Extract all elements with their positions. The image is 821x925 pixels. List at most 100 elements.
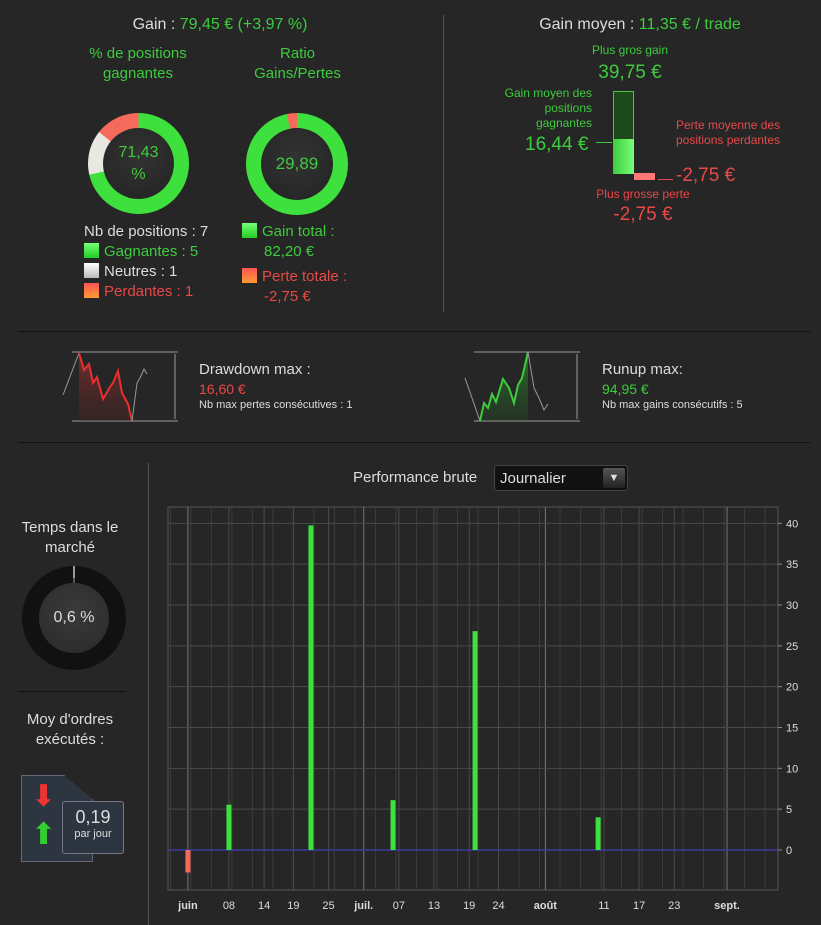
arrow-up-icon: ⬆ — [31, 818, 57, 851]
x-tick-label: sept. — [714, 900, 740, 912]
y-tick-label: 40 — [786, 518, 798, 530]
drawdown-info: Drawdown max : 16,60 € Nb max pertes con… — [199, 361, 352, 411]
divider — [148, 463, 149, 925]
avg-gain-label: Gain moyen : — [539, 16, 635, 33]
win-pct-donut: 71,43 % — [88, 113, 189, 214]
y-tick-label: 0 — [786, 845, 792, 857]
totals-legend: Gain total : 82,20 € Perte totale : -2,7… — [242, 222, 347, 307]
y-tick-label: 30 — [786, 600, 798, 612]
white-swatch-icon — [84, 263, 99, 278]
x-tick-label: 11 — [598, 900, 609, 912]
runup-value: 94,95 € — [602, 381, 649, 397]
x-tick-label: juil. — [353, 900, 373, 912]
green-swatch-icon — [242, 223, 257, 238]
perdantes-label: Perdantes : 1 — [104, 283, 194, 300]
x-tick-label: juin — [177, 900, 198, 912]
period-select-value: Journalier — [500, 470, 566, 487]
runup-label: Runup max: — [602, 361, 683, 378]
avg-win-value: 16,44 € — [525, 134, 589, 155]
x-tick-label: 23 — [668, 900, 680, 912]
avg-gain-value: 11,35 € / trade — [638, 16, 741, 33]
runup-info: Runup max: 94,95 € Nb max gains consécut… — [602, 361, 743, 411]
legend-perdantes: Perdantes : 1 — [84, 282, 208, 302]
divider — [18, 442, 810, 443]
x-tick-label: 17 — [633, 900, 645, 912]
gain-total-value: 82,20 € — [264, 243, 315, 260]
orders-value: 0,19 — [75, 807, 111, 827]
x-tick-label: 19 — [287, 900, 299, 912]
x-tick-label: 25 — [322, 900, 334, 912]
x-tick-label: août — [534, 900, 558, 912]
biggest-gain-value: 39,75 € — [598, 62, 662, 83]
y-tick-label: 5 — [786, 804, 792, 816]
performance-chart: juin 08 14 19 25 juil. 07 13 19 24 août 11 17 23 sept.… — [167, 506, 798, 912]
drawdown-chart-icon — [62, 351, 178, 422]
avg-win-bar — [613, 139, 634, 174]
loss-total-value: -2,75 € — [264, 288, 311, 305]
x-tick-label: 07 — [393, 900, 405, 912]
market-time-gauge: 0,6 % — [22, 566, 126, 670]
legend-neutres: Neutres : 1 — [84, 262, 208, 282]
avg-loss-label: Perte moyenne des positions perdantes — [676, 118, 781, 147]
runup-chart-icon — [464, 351, 580, 422]
win-pct-value: 71,43 % — [103, 128, 174, 199]
gain-summary: Gain : 79,45 € (+3,97 %) — [60, 16, 380, 34]
green-swatch-icon — [84, 243, 99, 258]
bar — [185, 849, 191, 873]
period-select[interactable]: Journalier ▼ — [494, 465, 628, 491]
bar — [226, 804, 232, 850]
bar — [472, 631, 478, 850]
ratio-donut: 29,89 — [246, 113, 348, 215]
win-pct-title: % de positions gagnantes — [89, 45, 187, 82]
biggest-gain-label: Plus gros gain — [591, 43, 669, 57]
runup-sub: Nb max gains consécutifs : 5 — [602, 399, 743, 411]
gain-label: Gain : — [132, 16, 176, 33]
ratio-title: Ratio Gains/Pertes — [254, 45, 341, 82]
orders-label: Moy d'ordres exécutés : — [26, 711, 114, 748]
gain-total-label: Gain total : — [262, 223, 335, 240]
divider — [18, 331, 810, 332]
gain-value: 79,45 € (+3,97 %) — [179, 16, 308, 33]
positions-legend: Nb de positions : 7 Gagnantes : 5 Neutre… — [84, 222, 208, 302]
red-swatch-icon — [242, 268, 257, 283]
x-tick-label: 14 — [258, 900, 270, 912]
drawdown-sub: Nb max pertes consécutives : 1 — [199, 399, 353, 411]
market-time-label: Temps dans le marché — [21, 519, 119, 556]
x-tick-label: 19 — [463, 900, 475, 912]
gagnantes-label: Gagnantes : 5 — [104, 243, 199, 260]
divider — [443, 15, 444, 312]
bar — [390, 800, 396, 850]
avg-gain: Gain moyen : 11,35 € / trade — [470, 16, 810, 34]
ratio-value: 29,89 — [261, 128, 333, 200]
arrow-icon — [658, 179, 673, 180]
y-tick-label: 10 — [786, 763, 798, 775]
loss-bar — [634, 173, 655, 180]
y-tick-label: 35 — [786, 559, 798, 571]
avg-loss-value: -2,75 € — [676, 165, 736, 186]
bar — [595, 817, 601, 850]
orders-unit: par jour — [74, 828, 112, 840]
perf-label: Performance brute — [353, 469, 478, 486]
neutres-label: Neutres : 1 — [104, 263, 178, 280]
drawdown-value: 16,60 € — [199, 381, 246, 397]
arrow-icon — [596, 142, 612, 143]
plot-frame — [167, 506, 779, 891]
y-tick-label: 25 — [786, 641, 798, 653]
arrow-down-icon: ⬇ — [31, 780, 57, 813]
y-tick-label: 15 — [786, 722, 798, 734]
loss-total-label: Perte totale : — [262, 268, 348, 285]
red-swatch-icon — [84, 283, 99, 298]
biggest-loss-value: -2,75 € — [613, 204, 673, 225]
legend-gagnantes: Gagnantes : 5 — [84, 242, 208, 262]
orders-badge: 0,19 par jour — [62, 801, 124, 854]
divider — [18, 691, 126, 692]
x-tick-label: 24 — [492, 900, 504, 912]
market-time-value: 0,6 % — [39, 583, 109, 653]
chevron-down-icon[interactable]: ▼ — [603, 468, 625, 488]
bar — [308, 525, 314, 850]
avg-win-label: Gain moyen des positions gagnantes — [504, 86, 592, 130]
y-tick-label: 20 — [786, 682, 798, 694]
x-tick-label: 13 — [428, 900, 440, 912]
biggest-loss-label: Plus grosse perte — [596, 187, 690, 201]
drawdown-label: Drawdown max : — [199, 361, 311, 378]
